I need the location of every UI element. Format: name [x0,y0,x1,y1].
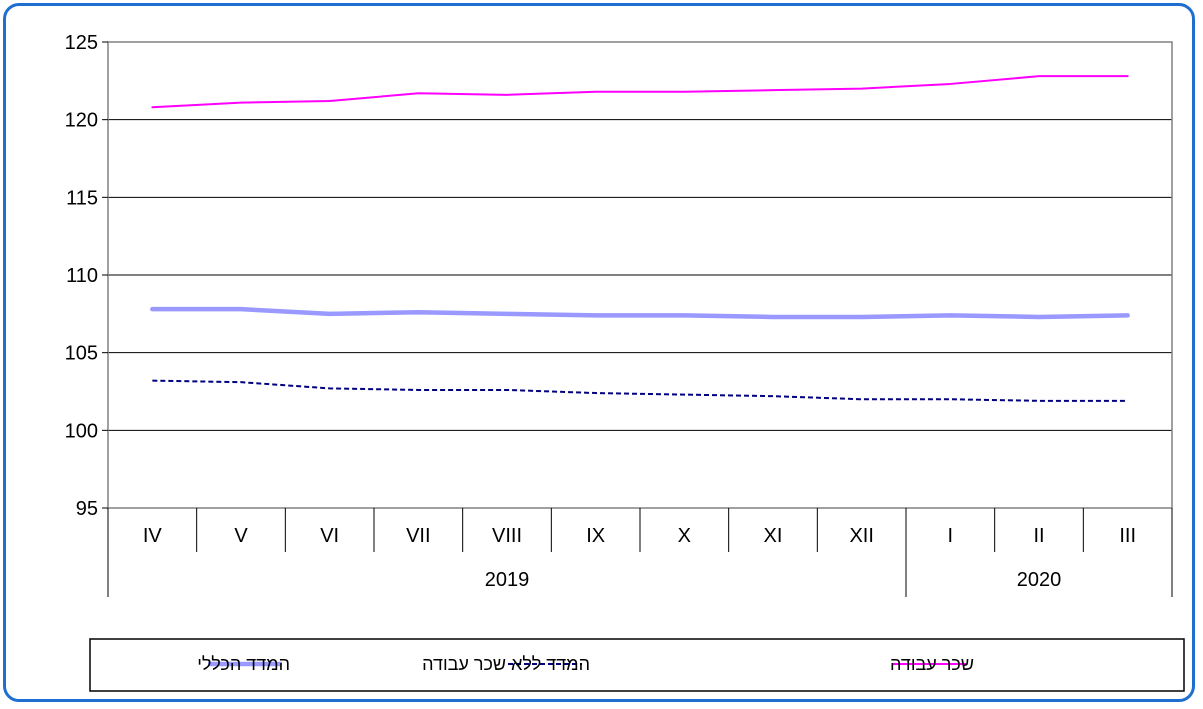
y-tick-label: 125 [65,32,98,54]
y-tick-label: 120 [65,110,98,132]
x-tick-label: VIII [492,525,522,547]
series-lines [150,75,1130,402]
series-line-0 [150,306,1130,320]
legend-label-1: המדד ללא שכר עבודה [422,654,590,674]
y-tick-label: 105 [65,343,98,365]
y-axis: 95 100 105 110 115 120 125 [65,32,108,520]
year-label: 2019 [485,569,530,591]
series-line-2 [151,75,1129,109]
x-tick-label: IX [586,525,605,547]
gridlines [108,41,1172,509]
x-tick-label: V [234,525,248,547]
x-tick-label: XI [764,525,783,547]
x-tick-label: I [948,525,954,547]
x-tick-label: VII [406,525,430,547]
legend-label-0: המדד הכללי [197,654,290,674]
y-tick-label: 100 [65,420,98,442]
y-tick-label: 110 [66,265,98,287]
year-label: 2020 [1017,569,1062,591]
y-tick-label: 95 [76,498,98,520]
x-tick-label: VI [320,525,339,547]
series-line-1 [152,379,1128,402]
x-tick-label: X [678,525,691,547]
x-tick-label: IV [143,525,163,547]
legend: המדד הכללי המדד ללא שכר עבודה שכר עבודה [89,638,1185,692]
legend-label-2: שכר עבודה [890,654,974,674]
y-tick-label: 115 [66,187,98,209]
x-tick-label: XII [849,525,873,547]
x-tick-label: III [1119,525,1136,547]
x-tick-label: II [1033,525,1044,547]
